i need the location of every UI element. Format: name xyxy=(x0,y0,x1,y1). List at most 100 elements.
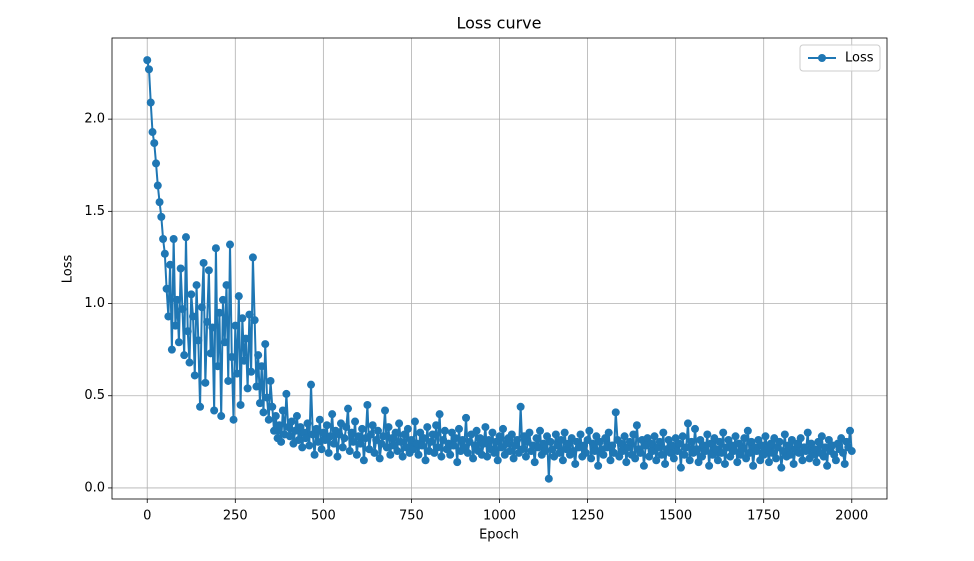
loss-marker xyxy=(675,439,684,448)
loss-marker xyxy=(594,461,603,470)
loss-marker xyxy=(222,281,231,290)
loss-marker xyxy=(546,437,555,446)
x-tick-label: 1750 xyxy=(747,509,780,524)
loss-marker xyxy=(194,336,203,345)
loss-marker xyxy=(646,439,655,448)
loss-marker xyxy=(187,290,196,299)
loss-marker xyxy=(322,421,331,430)
loss-marker xyxy=(373,426,382,435)
loss-marker xyxy=(326,432,335,441)
x-tick-label: 750 xyxy=(399,509,424,524)
loss-marker xyxy=(259,408,268,417)
x-tick-label: 1000 xyxy=(483,509,516,524)
loss-marker xyxy=(345,447,354,456)
loss-marker xyxy=(794,448,803,457)
loss-marker xyxy=(157,212,166,221)
loss-marker xyxy=(775,437,784,446)
loss-marker xyxy=(803,428,812,437)
loss-marker xyxy=(315,415,324,424)
loss-marker xyxy=(764,458,773,467)
loss-marker xyxy=(176,264,185,273)
loss-marker xyxy=(356,439,365,448)
loss-marker xyxy=(490,448,499,457)
loss-marker xyxy=(370,448,379,457)
loss-marker xyxy=(659,428,668,437)
loss-marker xyxy=(396,437,405,446)
loss-marker xyxy=(629,430,638,439)
loss-marker xyxy=(349,437,358,446)
loss-marker xyxy=(458,435,467,444)
loss-marker xyxy=(606,456,615,465)
loss-marker xyxy=(530,458,539,467)
loss-marker xyxy=(169,234,178,243)
loss-marker xyxy=(263,393,271,402)
loss-marker xyxy=(312,424,321,433)
loss-marker xyxy=(715,437,724,446)
loss-marker xyxy=(201,378,210,387)
loss-marker xyxy=(174,338,183,347)
loss-marker xyxy=(206,349,215,358)
x-tick-label: 1500 xyxy=(659,509,692,524)
loss-marker xyxy=(453,458,462,467)
loss-marker xyxy=(585,426,594,435)
loss-marker xyxy=(713,456,722,465)
loss-marker xyxy=(233,369,242,378)
loss-marker xyxy=(435,410,444,419)
loss-marker xyxy=(777,463,786,472)
legend-marker xyxy=(818,54,826,62)
loss-marker xyxy=(743,426,752,435)
loss-marker xyxy=(463,448,472,457)
loss-marker xyxy=(208,323,217,332)
loss-marker xyxy=(462,413,471,422)
loss-marker xyxy=(798,456,807,465)
loss-marker xyxy=(812,458,821,467)
loss-marker xyxy=(319,428,328,437)
loss-marker xyxy=(840,459,849,468)
x-tick-label: 2000 xyxy=(835,509,868,524)
loss-marker xyxy=(678,432,687,441)
loss-marker xyxy=(729,447,738,456)
loss-marker xyxy=(513,435,522,444)
loss-marker xyxy=(682,443,691,452)
loss-marker xyxy=(418,441,426,450)
loss-marker xyxy=(261,340,270,349)
loss-marker xyxy=(190,371,199,380)
loss-marker xyxy=(738,445,747,454)
loss-marker xyxy=(846,426,855,435)
loss-marker xyxy=(218,295,227,304)
loss-marker xyxy=(314,437,323,446)
loss-marker xyxy=(391,428,400,437)
loss-marker xyxy=(317,445,326,454)
loss-marker xyxy=(382,443,391,452)
x-tick-label: 1250 xyxy=(571,509,604,524)
loss-marker xyxy=(271,412,280,421)
y-tick-label: 0.0 xyxy=(84,480,105,495)
loss-marker xyxy=(150,139,159,148)
loss-marker xyxy=(264,415,273,424)
loss-marker xyxy=(657,450,666,459)
loss-marker xyxy=(440,426,449,435)
loss-marker xyxy=(652,456,661,465)
loss-marker xyxy=(403,424,412,433)
loss-marker xyxy=(551,430,560,439)
loss-marker xyxy=(275,421,284,430)
loss-marker xyxy=(557,435,566,444)
x-axis-label: Epoch xyxy=(479,528,519,543)
loss-marker xyxy=(410,417,419,426)
loss-marker xyxy=(472,426,481,435)
loss-marker xyxy=(328,410,337,419)
loss-marker xyxy=(703,430,712,439)
loss-marker xyxy=(426,437,435,446)
loss-marker xyxy=(287,417,296,426)
loss-marker xyxy=(155,198,164,207)
loss-marker xyxy=(217,412,226,421)
loss-marker xyxy=(469,454,478,463)
loss-marker xyxy=(819,452,828,461)
loss-marker xyxy=(278,406,287,415)
loss-marker xyxy=(153,181,162,190)
loss-marker xyxy=(636,448,645,457)
loss-marker xyxy=(167,345,176,354)
loss-marker xyxy=(720,459,729,468)
loss-marker xyxy=(740,434,749,443)
loss-marker xyxy=(162,284,171,293)
